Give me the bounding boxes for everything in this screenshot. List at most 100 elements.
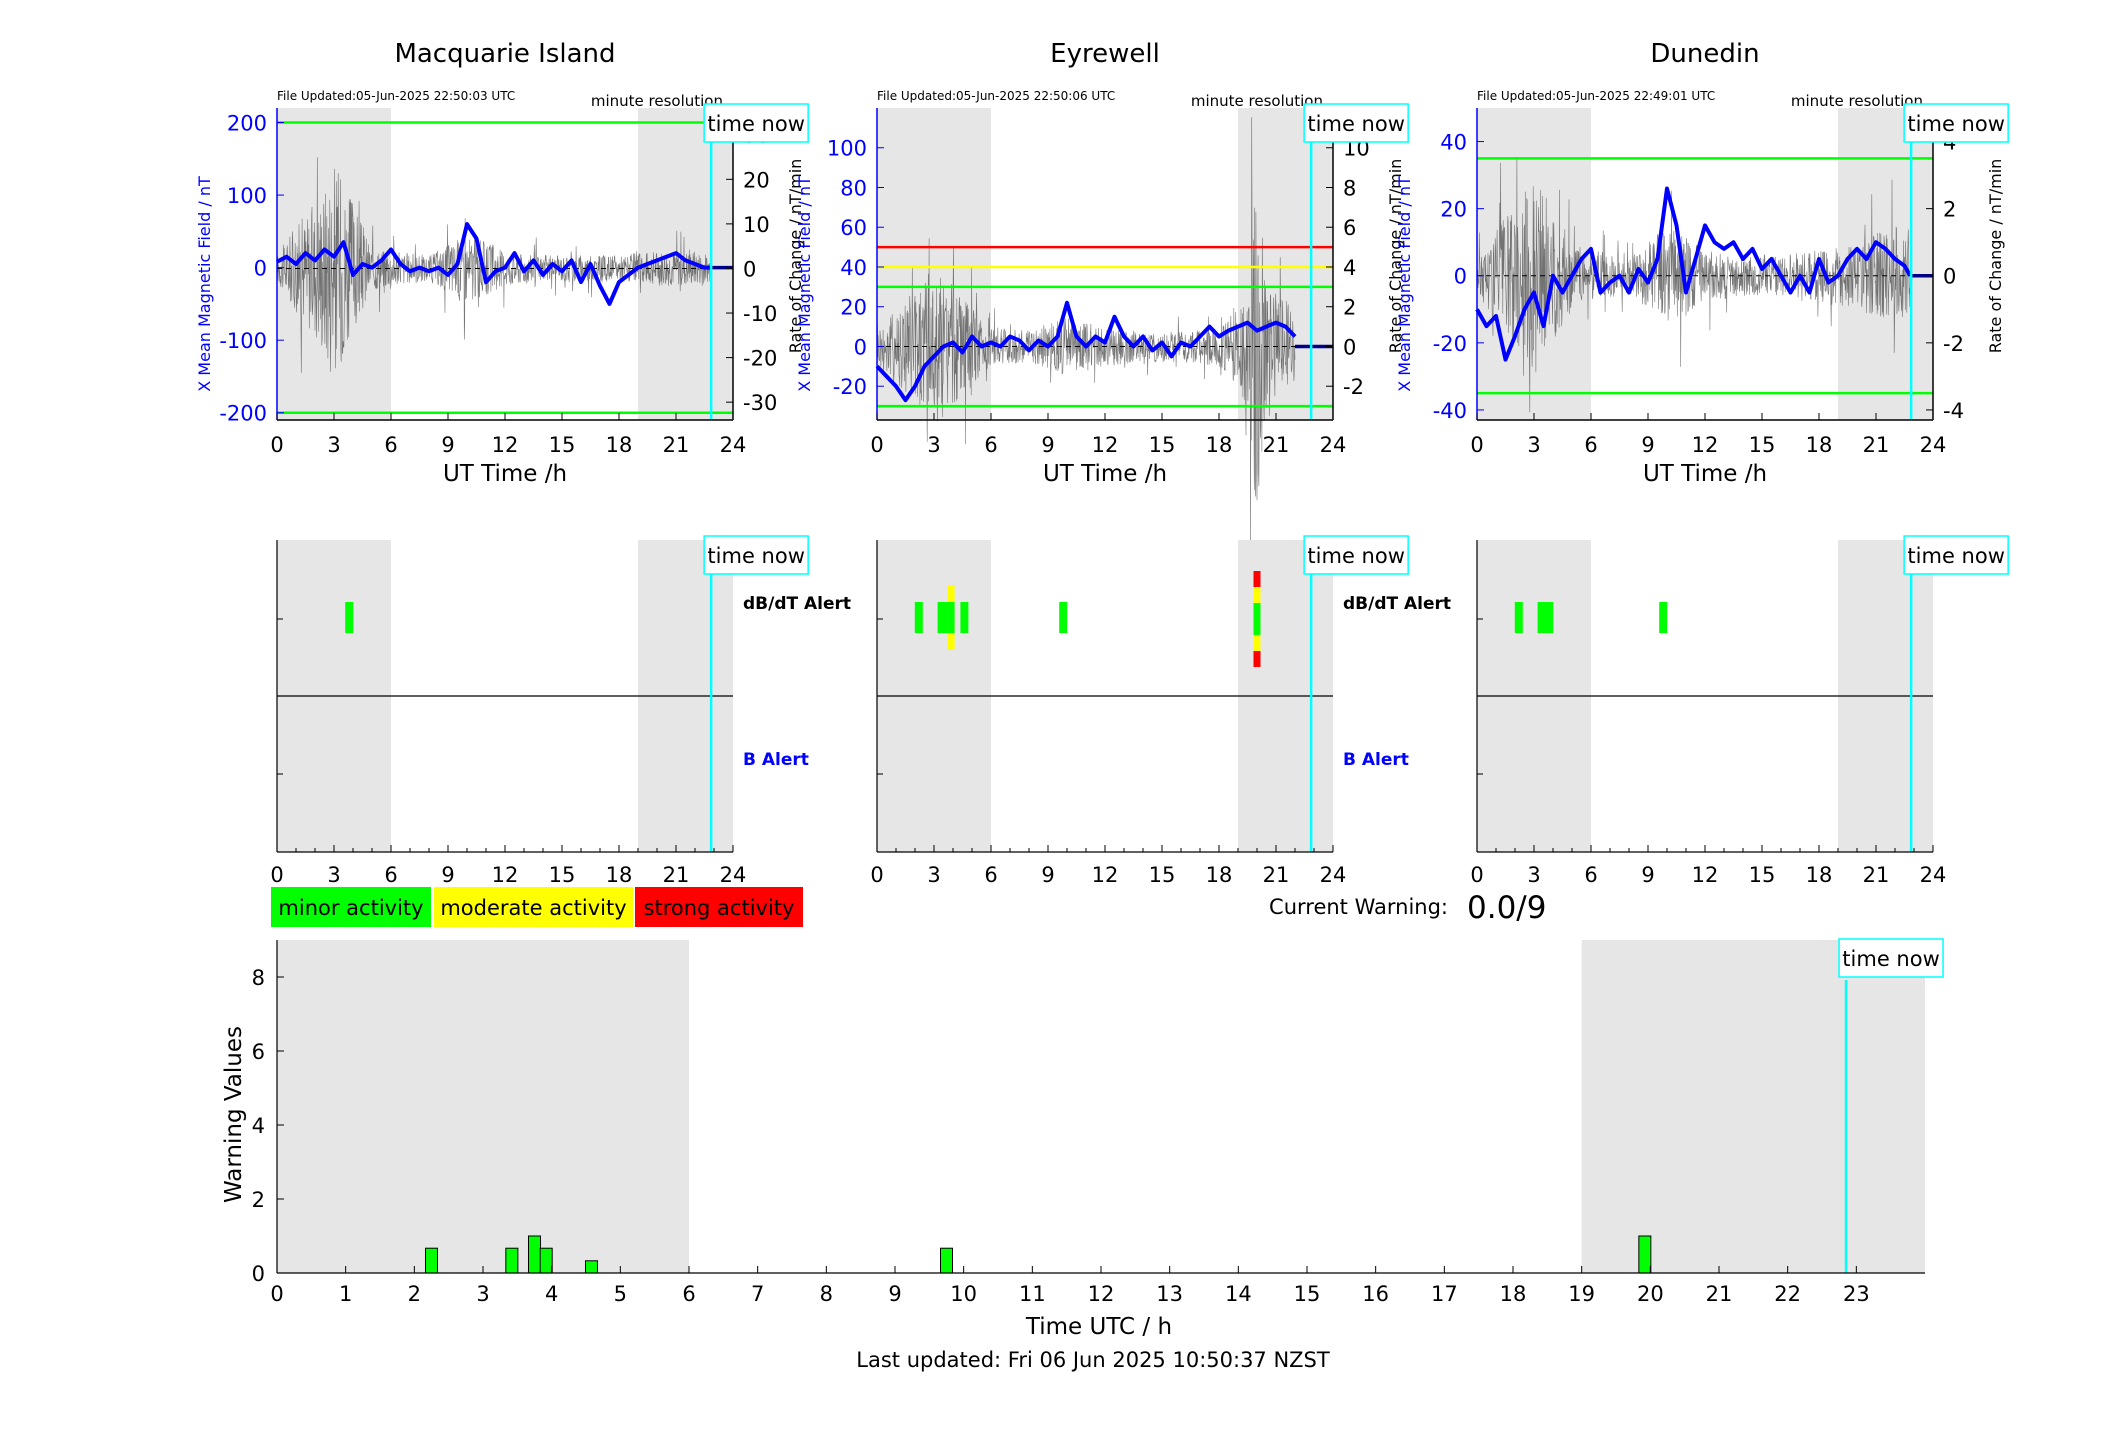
- left-y-tick-label: -20: [1433, 332, 1467, 356]
- x-tick-label: 3: [327, 863, 340, 887]
- rate-of-change-line: [276, 157, 711, 373]
- right-y-tick-label: -30: [743, 391, 777, 415]
- x-tick-label: 3: [927, 433, 940, 457]
- right-y-tick-label: -2: [1343, 375, 1364, 399]
- x-tick-label: 22: [1774, 1282, 1801, 1306]
- dbdt-alert-mark: [1514, 602, 1523, 633]
- x-tick-label: 9: [1041, 433, 1054, 457]
- x-tick-label: 24: [1320, 433, 1347, 457]
- minute-resolution-label: minute resolution: [591, 92, 723, 110]
- x-tick-label: 17: [1431, 1282, 1458, 1306]
- warning-bar: [528, 1235, 541, 1274]
- x-tick-label: 21: [663, 863, 690, 887]
- x-tick-label: 0: [870, 433, 883, 457]
- x-tick-label: 15: [1294, 1282, 1321, 1306]
- x-tick-label: 24: [1920, 863, 1947, 887]
- alert-3-time-now-box: [1903, 535, 2009, 575]
- chart-title: Dunedin: [1650, 39, 1759, 69]
- right-y-tick-label: -4: [1943, 399, 1964, 423]
- dbdt-alert-mark: [1253, 603, 1261, 619]
- left-y-tick-label: 40: [840, 256, 867, 280]
- dbdt-alert-mark: [1537, 602, 1546, 633]
- last-updated-text: Last updated: Fri 06 Jun 2025 10:50:37 N…: [856, 1348, 1330, 1372]
- x-tick-label: 8: [820, 1282, 833, 1306]
- dbdt-alert-mark: [1253, 571, 1261, 587]
- x-tick-label: 12: [1692, 863, 1719, 887]
- warning-time-now-label: time now: [1842, 947, 1939, 971]
- x-tick-label: 6: [1584, 433, 1597, 457]
- chart-1-time-now-box: [703, 103, 809, 143]
- left-y-tick-label: 20: [840, 296, 867, 320]
- x-tick-label: 21: [1863, 863, 1890, 887]
- x-tick-label: 12: [1692, 433, 1719, 457]
- x-tick-label: 14: [1225, 1282, 1252, 1306]
- x-tick-label: 19: [1568, 1282, 1595, 1306]
- right-y-tick-label: 4: [1343, 256, 1356, 280]
- x-tick-label: 24: [720, 433, 747, 457]
- shaded-region: [1838, 108, 1933, 420]
- alert-2-time-now-box: [1303, 535, 1409, 575]
- left-y-tick-label: 100: [227, 184, 267, 208]
- dbdt-alert-mark: [1253, 587, 1261, 603]
- left-y-tick-label: 40: [1440, 131, 1467, 155]
- left-y-tick-label: 200: [227, 112, 267, 136]
- warning-bar: [425, 1247, 438, 1274]
- x-tick-label: 5: [614, 1282, 627, 1306]
- x-tick-label: 0: [1470, 863, 1483, 887]
- x-tick-label: 18: [1206, 433, 1233, 457]
- chart-2-time-now-box: [1303, 103, 1409, 143]
- x-tick-label: 24: [1920, 433, 1947, 457]
- activity-legend: minor activity moderate activity strong ac…: [271, 887, 803, 927]
- x-tick-label: 0: [270, 863, 283, 887]
- left-y-axis-label: X Mean Magnetic Field / nT: [795, 176, 814, 392]
- right-y-axis-label: Rate of Change / nT/min: [786, 159, 805, 354]
- x-tick-label: 0: [1470, 433, 1483, 457]
- x-tick-label: 12: [1088, 1282, 1115, 1306]
- x-tick-label: 6: [682, 1282, 695, 1306]
- x-tick-label: 18: [1806, 433, 1833, 457]
- minute-resolution-label: minute resolution: [1191, 92, 1323, 110]
- x-tick-label: 3: [327, 433, 340, 457]
- left-y-tick-label: 0: [254, 257, 267, 281]
- left-y-axis-label: X Mean Magnetic Field / nT: [195, 176, 214, 392]
- x-tick-label: 9: [1641, 433, 1654, 457]
- right-y-axis-label: Rate of Change / nT/min: [1386, 159, 1405, 354]
- y-tick-label: 8: [252, 966, 265, 990]
- left-y-tick-label: 100: [827, 137, 867, 161]
- x-tick-label: 11: [1019, 1282, 1046, 1306]
- x-tick-label: 21: [1263, 863, 1290, 887]
- x-axis-label: UT Time /h: [443, 461, 567, 487]
- x-tick-label: 15: [1749, 433, 1776, 457]
- x-tick-label: 1: [339, 1282, 352, 1306]
- x-tick-label: 9: [888, 1282, 901, 1306]
- x-tick-label: 21: [1706, 1282, 1733, 1306]
- chart-1: 0 3 6 9 12 15 18 21 24-200-1000100200-30-20-1001…: [195, 39, 809, 487]
- left-y-tick-label: 60: [840, 216, 867, 240]
- y-tick-label: 4: [252, 1114, 265, 1138]
- x-tick-label: 15: [549, 863, 576, 887]
- file-updated-label: File Updated:05-Jun-2025 22:49:01 UTC: [1477, 89, 1715, 103]
- alert-3-time-now-label: time now: [1907, 544, 2004, 568]
- warning-bar: [505, 1247, 519, 1274]
- x-tick-label: 9: [441, 433, 454, 457]
- x-tick-label: 12: [1092, 433, 1119, 457]
- x-tick-label: 15: [1749, 863, 1776, 887]
- alert-chart-2: 0 3 6 9 12 15 18 21 24 dB/dT Alert B Alert time now: [870, 535, 1451, 887]
- x-tick-label: 6: [384, 863, 397, 887]
- left-y-tick-label: 0: [854, 335, 867, 359]
- x-tick-label: 20: [1637, 1282, 1664, 1306]
- chart-3: 03691215182124-40-2002040-4-2024DunedinF…: [1395, 39, 2009, 487]
- chart-title: Macquarie Island: [394, 39, 615, 69]
- x-tick-label: 6: [984, 433, 997, 457]
- chart-title: Eyrewell: [1050, 39, 1160, 69]
- dbdt-alert-mark: [914, 602, 923, 633]
- x-tick-label: 10: [950, 1282, 977, 1306]
- chart-2-time-now-label: time now: [1307, 112, 1404, 136]
- current-warning-label: Current Warning:: [1269, 895, 1448, 919]
- x-tick-label: 18: [1806, 863, 1833, 887]
- x-tick-label: 6: [984, 863, 997, 887]
- dbdt-alert-mark: [1659, 602, 1668, 633]
- warning-bar: [584, 1260, 598, 1274]
- y-tick-label: 2: [252, 1188, 265, 1212]
- dbdt-alert-mark: [1253, 635, 1261, 651]
